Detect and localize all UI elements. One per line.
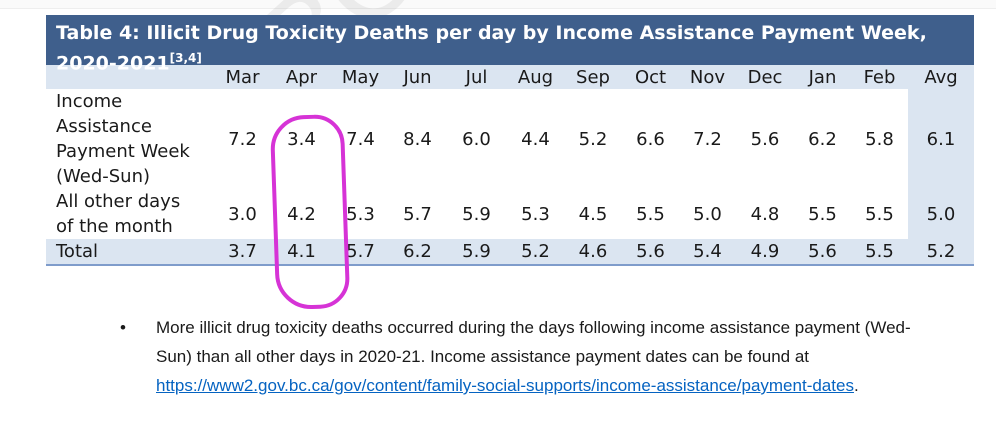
row-label: All other days of the month: [56, 191, 181, 237]
table-cell: 5.3: [521, 203, 550, 225]
table-cell: 3.4: [287, 128, 316, 150]
table-cell: 5.9: [462, 241, 491, 262]
table-row: Income Assistance Payment Week (Wed-Sun)…: [46, 89, 974, 189]
table-cell: 4.1: [287, 241, 316, 262]
bullet-text: More illicit drug toxicity deaths occurr…: [156, 313, 940, 400]
table-cell: 7.2: [228, 128, 257, 150]
table-cell: 5.8: [865, 128, 894, 150]
table-title-footnote: [3,4]: [169, 51, 202, 65]
column-header-oct: Oct: [634, 66, 667, 88]
table-cell: 4.8: [750, 203, 780, 225]
bullet-text-end: .: [853, 376, 859, 395]
table-cell: 6.1: [908, 89, 974, 189]
table-cell: 5.3: [346, 203, 375, 225]
table-cell: 4.5: [578, 203, 608, 225]
column-header-jun: Jun: [403, 66, 432, 88]
table-title: Table 4: Illicit Drug Toxicity Deaths pe…: [46, 15, 974, 74]
row-label: Income Assistance Payment Week (Wed-Sun): [56, 91, 190, 187]
table-row: All other days of the month 3.0 4.2 5.3 5.7 5…: [46, 189, 974, 239]
table-cell: 5.4: [693, 241, 722, 262]
table-cell: 5.0: [908, 189, 974, 239]
table-cell: 5.2: [908, 239, 974, 265]
table-cell: 5.5: [865, 203, 894, 225]
table-cell: 5.5: [636, 203, 665, 225]
column-header-jan: Jan: [808, 66, 837, 88]
column-header-feb: Feb: [863, 66, 896, 88]
table-cell: 5.2: [578, 128, 608, 150]
bullet-text-body: More illicit drug toxicity deaths occurr…: [156, 318, 911, 366]
column-header-mar: Mar: [225, 66, 260, 88]
table-cell: 5.6: [636, 241, 665, 262]
table-cell: 5.9: [462, 203, 491, 225]
table-cell: 7.2: [693, 128, 722, 150]
bullet-paragraph: • More illicit drug toxicity deaths occu…: [120, 313, 940, 400]
table-cell: 8.4: [403, 128, 432, 150]
table-cell: 3.0: [228, 203, 257, 225]
table-cell: 6.0: [462, 128, 491, 150]
column-header-sep: Sep: [576, 66, 610, 88]
table-cell: 6.2: [403, 241, 432, 262]
column-header-dec: Dec: [747, 66, 783, 88]
table-cell: 5.0: [693, 203, 722, 225]
column-header-nov: Nov: [689, 66, 726, 88]
table-title-text: Table 4: Illicit Drug Toxicity Deaths pe…: [56, 22, 927, 75]
table-cell: 4.6: [578, 241, 608, 262]
table-cell: 5.5: [808, 203, 837, 225]
table-cell: 3.7: [228, 241, 257, 262]
table-cell: 5.6: [808, 241, 837, 262]
table-cell: 4.2: [287, 203, 316, 225]
column-header-avg: Avg: [924, 66, 958, 88]
table-cell: 5.7: [346, 241, 375, 262]
page-top-edge: [0, 0, 996, 9]
table-cell: 5.6: [750, 128, 780, 150]
payment-dates-link[interactable]: https://www2.gov.bc.ca/gov/content/famil…: [156, 376, 854, 395]
bullet-dot: •: [120, 318, 126, 337]
table-cell: 6.2: [808, 128, 837, 150]
table-cell: 7.4: [346, 128, 375, 150]
column-header-apr: Apr: [285, 66, 318, 88]
column-header-jul: Jul: [465, 66, 488, 88]
column-header-may: May: [341, 66, 380, 88]
table-cell: 4.9: [750, 241, 780, 262]
table-row: Total 3.7 4.1 5.7 6.2 5.9 5.2 4.6 5.6 5.4 4.9 5.6 5.…: [46, 239, 974, 265]
row-label: Total: [56, 241, 99, 262]
table-cell: 5.7: [403, 203, 432, 225]
table-grid: Mar Apr May Jun Jul Aug Sep Oct Nov Dec Jan Feb Avg …: [46, 65, 974, 266]
data-table: Table 4: Illicit Drug Toxicity Deaths pe…: [46, 15, 974, 266]
column-header-aug: Aug: [517, 66, 554, 88]
table-cell: 5.5: [865, 241, 894, 262]
header-row: Mar Apr May Jun Jul Aug Sep Oct Nov Dec Jan Feb Avg: [46, 65, 974, 89]
table-cell: 6.6: [636, 128, 665, 150]
table-cell: 4.4: [521, 128, 550, 150]
table-cell: 5.2: [521, 241, 550, 262]
